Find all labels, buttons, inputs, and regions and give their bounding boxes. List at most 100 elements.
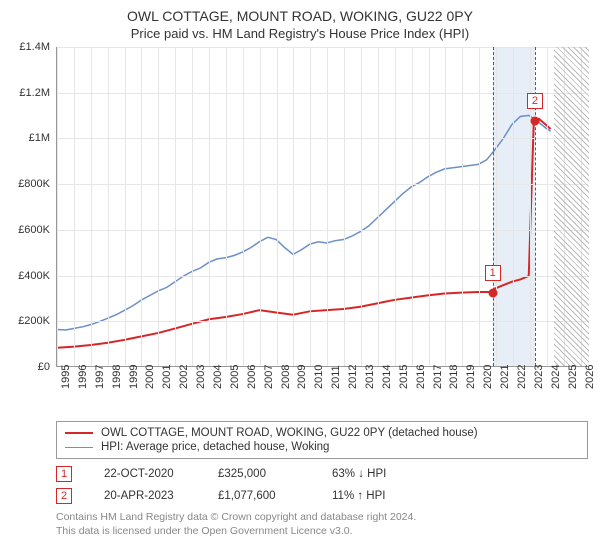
x-axis: 1995199619971998199920002001200220032004… [56,387,588,415]
callout-1: 1 [485,265,501,281]
x-tick-label: 2020 [482,365,494,389]
marker-dot-2 [530,116,539,125]
legend-label: HPI: Average price, detached house, Woki… [101,441,329,453]
x-tick-label: 2003 [195,365,207,389]
x-tick-label: 1998 [111,365,123,389]
x-tick-label: 2023 [533,365,545,389]
gridline-h [57,230,588,231]
gridline-v [192,47,193,366]
gridline-v [429,47,430,366]
x-tick-label: 2019 [465,365,477,389]
x-tick-label: 2013 [364,365,376,389]
gridline-v [175,47,176,366]
x-tick-label: 2006 [246,365,258,389]
gridline-v [158,47,159,366]
gridline-v [361,47,362,366]
gridline-v [547,47,548,366]
x-tick-label: 2002 [178,365,190,389]
gridline-v [108,47,109,366]
x-tick-label: 2005 [229,365,241,389]
footer-line2: This data is licensed under the Open Gov… [56,525,588,539]
gridline-v [74,47,75,366]
chart-container: OWL COTTAGE, MOUNT ROAD, WOKING, GU22 0P… [0,0,600,560]
y-tick-label: £1.4M [19,41,50,53]
marker-dot-1 [488,288,497,297]
gridline-v [378,47,379,366]
series-hpi [57,115,550,330]
footer: Contains HM Land Registry data © Crown c… [56,511,588,538]
gridline-v [327,47,328,366]
x-tick-label: 2010 [313,365,325,389]
chart-subtitle: Price paid vs. HM Land Registry's House … [12,26,588,41]
gridline-h [57,184,588,185]
transaction-date: 22-OCT-2020 [104,468,194,480]
gridline-v [310,47,311,366]
transaction-row: 2 20-APR-2023 £1,077,600 11% ↑ HPI [56,485,588,507]
gridline-v [496,47,497,366]
transaction-delta: 63% ↓ HPI [332,468,422,480]
x-tick-label: 1997 [94,365,106,389]
x-tick-label: 2026 [584,365,596,389]
gridline-h [57,321,588,322]
x-tick-label: 2014 [381,365,393,389]
callout-2: 2 [527,93,543,109]
gridline-v [226,47,227,366]
legend-label: OWL COTTAGE, MOUNT ROAD, WOKING, GU22 0P… [101,427,478,439]
y-tick-label: £0 [38,361,50,373]
gridline-v [125,47,126,366]
x-tick-label: 2017 [432,365,444,389]
transaction-row: 1 22-OCT-2020 £325,000 63% ↓ HPI [56,463,588,485]
transaction-marker: 1 [56,466,72,482]
gridline-v [91,47,92,366]
x-tick-label: 2012 [347,365,359,389]
gridline-v [209,47,210,366]
x-tick-label: 2009 [296,365,308,389]
legend: OWL COTTAGE, MOUNT ROAD, WOKING, GU22 0P… [56,421,588,459]
y-tick-label: £600K [18,224,50,236]
gridline-v [462,47,463,366]
gridline-v [479,47,480,366]
x-tick-label: 2004 [212,365,224,389]
x-tick-label: 2008 [280,365,292,389]
gridline-v [277,47,278,366]
gridline-v [513,47,514,366]
chart-area: £0£200K£400K£600K£800K£1M£1.2M£1.4M 12 [12,47,588,387]
y-tick-label: £800K [18,178,50,190]
gridline-h [57,138,588,139]
gridline-v [445,47,446,366]
x-tick-label: 2011 [330,365,342,389]
y-tick-label: £200K [18,315,50,327]
gridline-v [344,47,345,366]
y-axis: £0£200K£400K£600K£800K£1M£1.2M£1.4M [12,47,56,367]
x-tick-label: 2022 [516,365,528,389]
legend-swatch [65,447,93,448]
x-tick-label: 2024 [550,365,562,389]
gridline-v [243,47,244,366]
x-tick-label: 2018 [448,365,460,389]
footer-line1: Contains HM Land Registry data © Crown c… [56,511,588,525]
x-tick-label: 2001 [161,365,173,389]
gridline-v [412,47,413,366]
future-hatch [554,47,589,366]
transaction-delta: 11% ↑ HPI [332,490,422,502]
transaction-price: £325,000 [218,468,308,480]
x-tick-label: 1996 [77,365,89,389]
transaction-price: £1,077,600 [218,490,308,502]
transaction-marker: 2 [56,488,72,504]
gridline-h [57,47,588,48]
x-tick-label: 2025 [567,365,579,389]
x-tick-label: 2021 [499,365,511,389]
legend-row: HPI: Average price, detached house, Woki… [65,440,579,454]
legend-swatch [65,432,93,434]
gridline-v [260,47,261,366]
marker-vline [493,47,494,366]
transaction-date: 20-APR-2023 [104,490,194,502]
gridline-v [395,47,396,366]
chart-svg [57,47,588,366]
x-tick-label: 2015 [398,365,410,389]
x-tick-label: 2016 [415,365,427,389]
gridline-v [293,47,294,366]
series-property [57,119,550,348]
gridline-v [57,47,58,366]
gridline-h [57,276,588,277]
